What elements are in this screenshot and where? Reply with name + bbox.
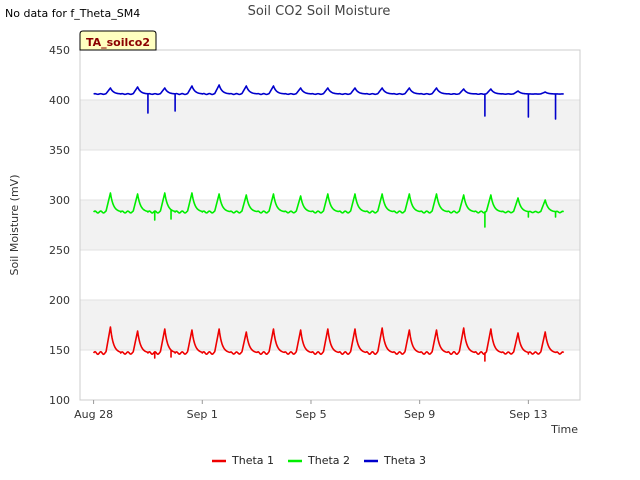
- chart-title: Soil CO2 Soil Moisture: [248, 4, 391, 19]
- y-tick-label: 400: [49, 94, 70, 107]
- no-data-note: No data for f_Theta_SM4: [5, 7, 141, 20]
- x-tick-label: Sep 13: [509, 408, 547, 421]
- legend-label-3: Theta 3: [383, 454, 426, 467]
- y-tick-label: 100: [49, 394, 70, 407]
- x-tick-label: Aug 28: [74, 408, 113, 421]
- y-tick-label: 200: [49, 294, 70, 307]
- y-tick-label: 350: [49, 144, 70, 157]
- series-line-2: [93, 192, 565, 228]
- series-line-1: [92, 326, 565, 362]
- x-tick-label: Sep 9: [404, 408, 435, 421]
- y-tick-label: 300: [49, 194, 70, 207]
- tag-background: [79, 30, 157, 51]
- y-tick-label: 450: [49, 44, 70, 57]
- tag-label: TA_soilco2: [86, 36, 150, 49]
- y-tick-label: 250: [49, 244, 70, 257]
- plot-frame: [79, 49, 581, 401]
- x-axis-ticks: Aug 28 Sep 1 Sep 5 Sep 9 Sep 13: [74, 400, 547, 421]
- y-axis-ticks: 100 150 200 250 300 350 400 450: [49, 44, 70, 407]
- x-tick-label: Sep 1: [187, 408, 218, 421]
- series-tag-box: TA_soilco2: [79, 30, 157, 51]
- band-1: [80, 200, 580, 250]
- x-axis-label: Time: [550, 423, 578, 436]
- series-layer: [92, 84, 565, 362]
- series-line-3: [93, 84, 564, 120]
- band-2: [80, 100, 580, 150]
- y-axis-label: Soil Moisture (mV): [8, 175, 21, 276]
- x-tick-label: Sep 5: [295, 408, 326, 421]
- legend: Theta 1 Theta 2 Theta 3: [212, 454, 426, 467]
- y-tick-label: 150: [49, 344, 70, 357]
- plot-background: [80, 100, 580, 350]
- legend-label-1: Theta 1: [231, 454, 274, 467]
- legend-label-2: Theta 2: [307, 454, 350, 467]
